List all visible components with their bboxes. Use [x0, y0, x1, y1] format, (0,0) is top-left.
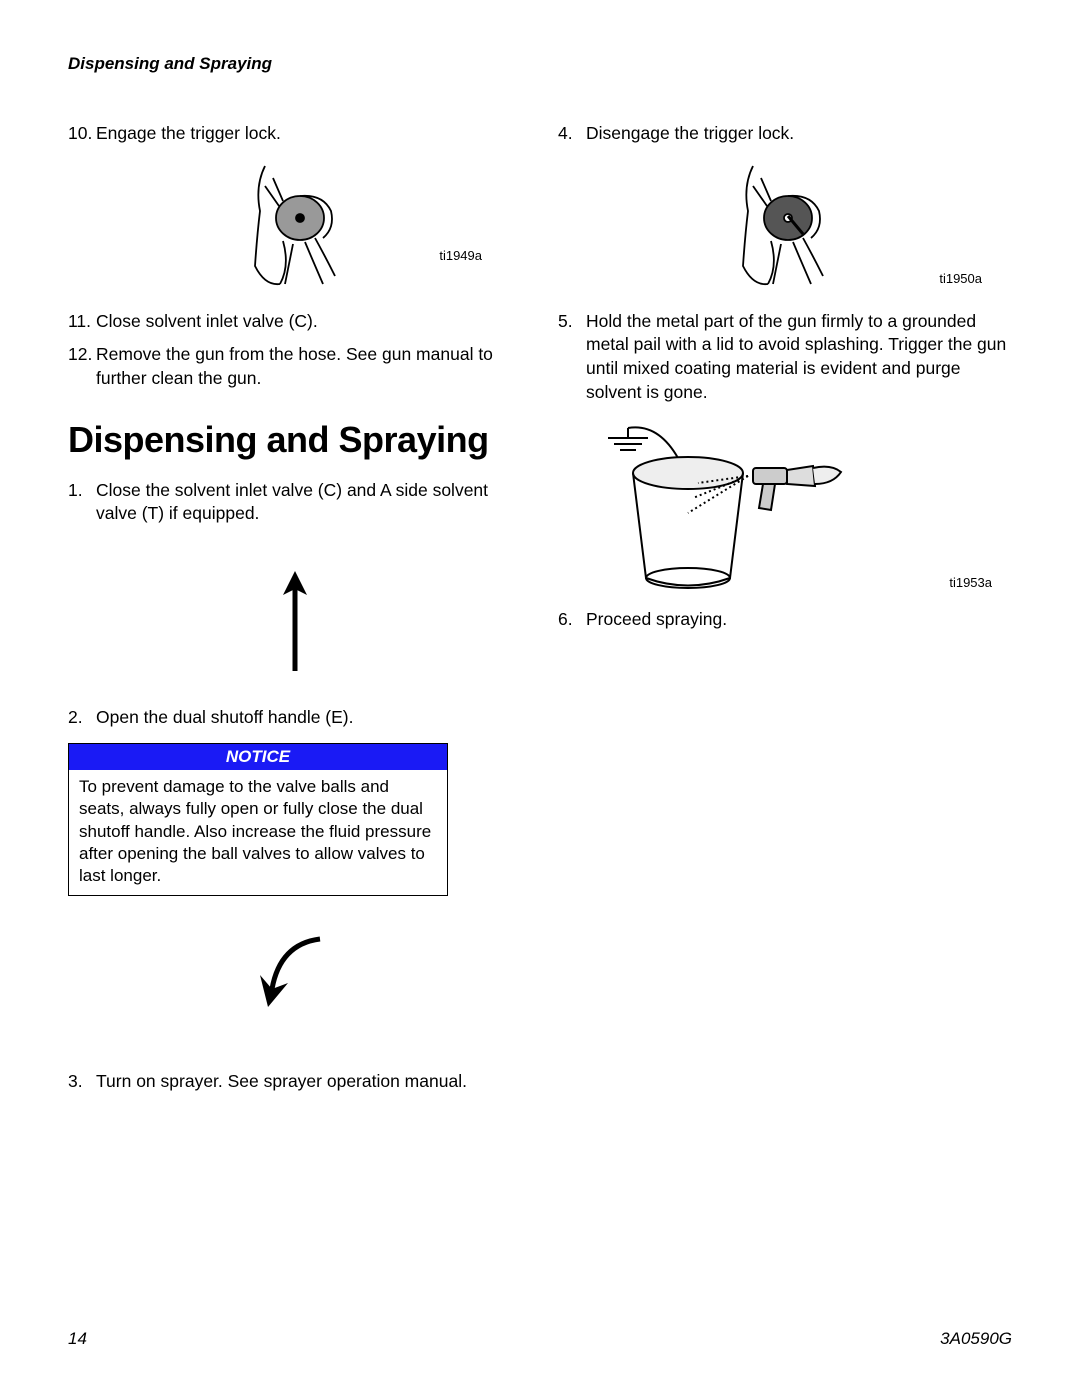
step-text: Engage the trigger lock.: [96, 122, 522, 146]
right-column: 4. Disengage the trigger lock.: [558, 122, 1012, 1103]
figure-arrow-curve: [68, 914, 522, 1044]
step-number: 6.: [558, 608, 586, 632]
step-number: 1.: [68, 479, 96, 526]
step-number: 10.: [68, 122, 96, 146]
step-text: Close solvent inlet valve (C).: [96, 310, 522, 334]
figure-arrow-up: [68, 556, 522, 686]
figure-bucket-spray: ti1953a: [558, 418, 1012, 598]
notice-box: NOTICE To prevent damage to the valve ba…: [68, 743, 448, 895]
step-number: 4.: [558, 122, 586, 146]
step-number: 12.: [68, 343, 96, 390]
page-footer: 14 3A0590G: [68, 1329, 1012, 1349]
step-text: Close the solvent inlet valve (C) and A …: [96, 479, 522, 526]
step-3: 3. Turn on sprayer. See sprayer operatio…: [68, 1070, 522, 1094]
section-heading: Dispensing and Spraying: [68, 419, 522, 461]
step-11: 11. Close solvent inlet valve (C).: [68, 310, 522, 334]
step-5: 5. Hold the metal part of the gun firmly…: [558, 310, 1012, 405]
step-number: 5.: [558, 310, 586, 405]
step-6: 6. Proceed spraying.: [558, 608, 1012, 632]
figure-trigger-lock-engage: ti1949a: [68, 156, 522, 296]
step-text: Open the dual shutoff handle (E).: [96, 706, 522, 730]
step-number: 11.: [68, 310, 96, 334]
step-text: Proceed spraying.: [586, 608, 1012, 632]
step-12: 12. Remove the gun from the hose. See gu…: [68, 343, 522, 390]
step-4: 4. Disengage the trigger lock.: [558, 122, 1012, 146]
step-text: Disengage the trigger lock.: [586, 122, 1012, 146]
step-2: 2. Open the dual shutoff handle (E).: [68, 706, 522, 730]
notice-heading: NOTICE: [69, 744, 447, 770]
figure-label: ti1949a: [439, 248, 482, 263]
step-number: 2.: [68, 706, 96, 730]
left-column: 10. Engage the trigger lock.: [68, 122, 522, 1103]
step-text: Turn on sprayer. See sprayer operation m…: [96, 1070, 522, 1094]
page-number: 14: [68, 1329, 87, 1349]
step-10: 10. Engage the trigger lock.: [68, 122, 522, 146]
step-text: Hold the metal part of the gun firmly to…: [586, 310, 1012, 405]
step-text: Remove the gun from the hose. See gun ma…: [96, 343, 522, 390]
doc-number: 3A0590G: [940, 1329, 1012, 1349]
notice-body: To prevent damage to the valve balls and…: [69, 770, 447, 894]
figure-trigger-lock-disengage: ti1950a: [558, 156, 1012, 296]
figure-label: ti1950a: [939, 271, 982, 286]
step-1: 1. Close the solvent inlet valve (C) and…: [68, 479, 522, 526]
figure-label: ti1953a: [949, 575, 992, 590]
running-header: Dispensing and Spraying: [68, 54, 1012, 74]
step-number: 3.: [68, 1070, 96, 1094]
